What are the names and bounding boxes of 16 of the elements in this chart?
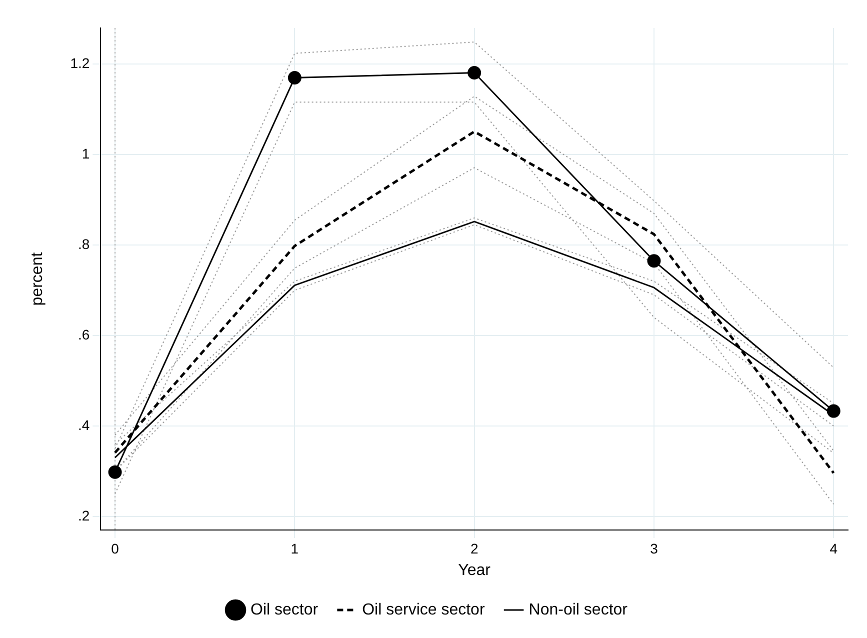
y-tick-label: .6 (78, 326, 90, 342)
legend-label: Oil service sector (362, 601, 486, 618)
legend-label: Non-oil sector (528, 601, 628, 618)
y-tick-label: .2 (78, 507, 90, 524)
y-tick-label: 1 (82, 145, 90, 162)
x-tick-label: 4 (830, 540, 838, 556)
x-tick-label: 3 (650, 540, 658, 556)
legend-label: Oil sector (250, 601, 319, 618)
x-tick-label: 2 (470, 540, 478, 556)
x-axis-title: Year (458, 562, 492, 579)
x-tick-label: 1 (290, 540, 299, 556)
y-tick-label: .4 (78, 416, 90, 433)
y-tick-label: 1.2 (70, 55, 90, 72)
x-tick-label: 0 (111, 540, 120, 556)
y-axis-title: percent (29, 252, 46, 306)
y-tick-label: .8 (78, 236, 90, 252)
